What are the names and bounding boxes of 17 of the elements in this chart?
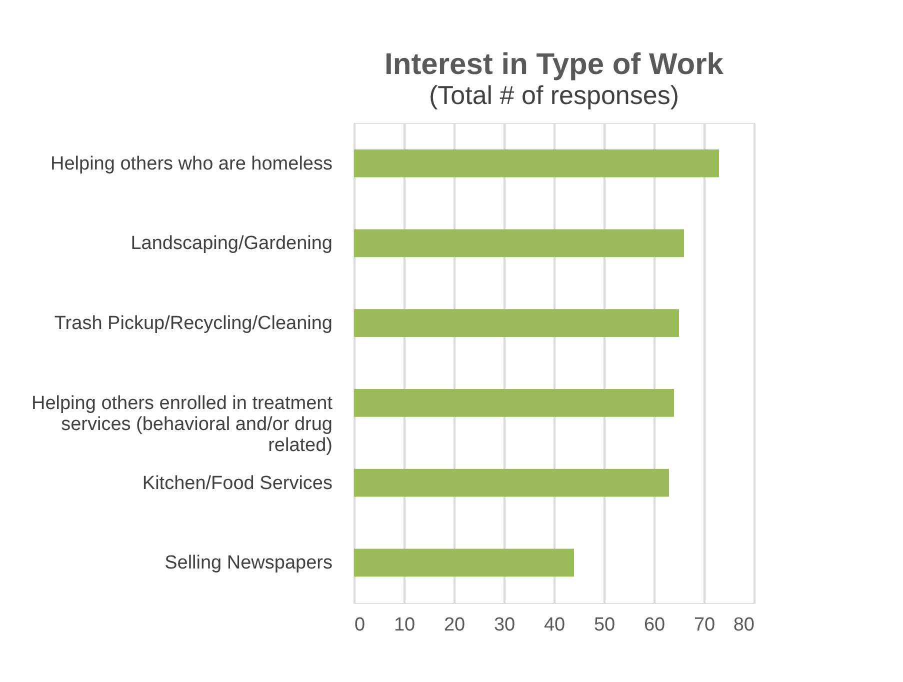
x-tick-label: 70 — [694, 614, 716, 636]
y-tick-label: Kitchen/Food Services — [142, 472, 332, 494]
x-tick-label: 60 — [644, 614, 666, 636]
y-tick-label: Landscaping/Gardening — [130, 233, 332, 254]
x-tick-label: 0 — [354, 614, 366, 636]
chart-title: Interest in Type of Work — [384, 48, 724, 81]
x-tick-label: 40 — [544, 614, 566, 636]
x-tick-label: 10 — [394, 614, 416, 636]
x-tick-label: 50 — [594, 614, 616, 636]
x-tick-label: 30 — [494, 614, 516, 636]
x-tick-label: 80 — [733, 614, 754, 636]
y-tick-label: Helping others enrolled in treatment services (behavioral and/or drug related) — [31, 392, 334, 456]
y-tick-label: Helping others who are homeless — [50, 153, 332, 174]
y-tick-label: Selling Newspapers — [164, 552, 332, 574]
chart-subtitle: (Total # of responses) — [428, 80, 680, 110]
x-tick-label: 20 — [444, 614, 466, 636]
y-tick-label: Trash Pickup/Recycling/Cleaning — [54, 313, 332, 334]
